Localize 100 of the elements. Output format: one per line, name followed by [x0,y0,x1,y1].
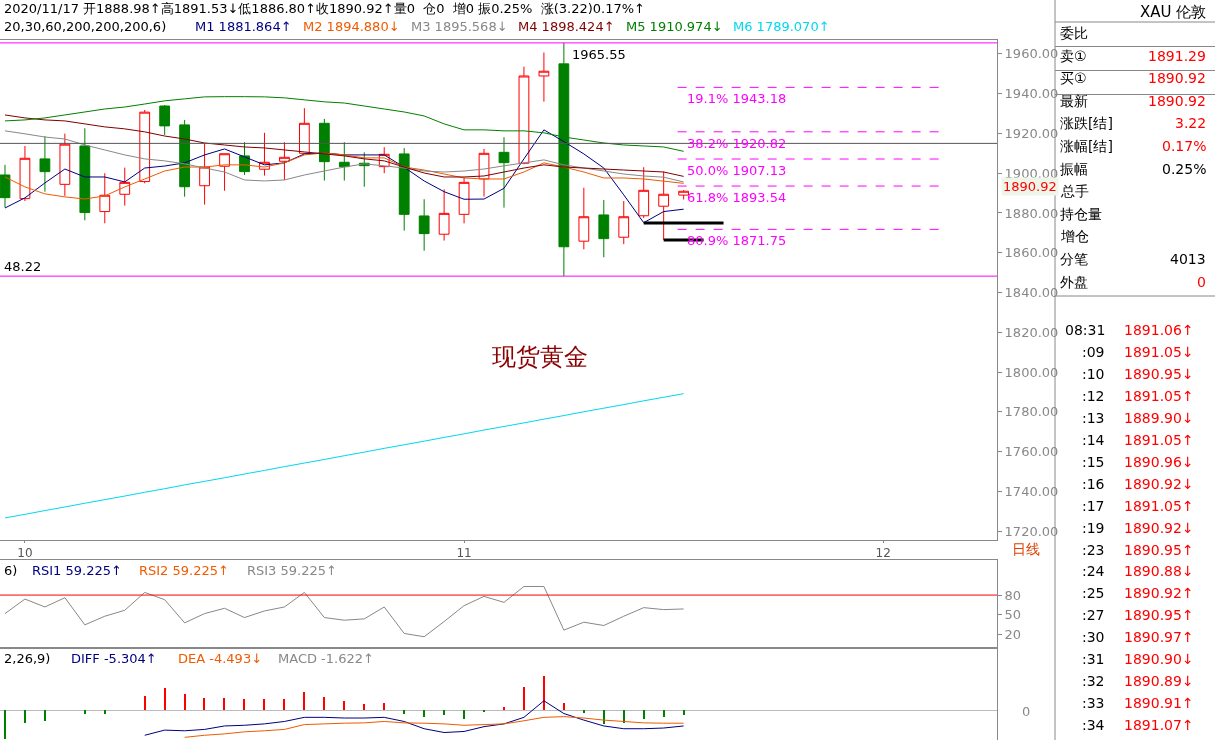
text: 日线 [1012,541,1040,557]
category-label: 振幅 [1060,161,1088,177]
category-label: 委比 [1060,25,1088,41]
chart-title: 2020/11/17 开1888.98↑高1891.53↓低1886.80↑收1890.92↑量0 仓0 增0 振0.25% 涨(3.22)0.17%↑ [4,1,645,16]
series-label: RSI3 59.225↑ [247,563,337,578]
text: 1889.90↓ [1124,410,1194,426]
category-label: :32 [1082,673,1105,689]
category-label: :31 [1082,651,1105,667]
legend-label: RSI1 59.225↑ [32,563,122,578]
category-label: :14 [1082,432,1105,448]
text: 0 [1197,274,1206,290]
text: M4 1898.424↑ [518,19,615,34]
text: 1890.92 [1003,179,1057,194]
y-tick-label: 20 [1004,627,1022,643]
category-label: :16 [1082,476,1105,492]
x-tick-label: 10 [17,546,33,561]
text: 1890.96↓ [1124,454,1194,470]
category-label: :30 [1082,629,1105,645]
y-tick-label: 1740.00 [1004,483,1059,499]
category-label: :27 [1082,607,1105,623]
text: XAU 伦敦 [1140,3,1207,21]
text: M1 1881.864↑ [195,19,292,34]
text: 1890.89↓ [1124,673,1194,689]
category-label: 涨幅[结] [1060,138,1113,154]
ref-line-label: 80.9% 1871.75 [687,233,787,248]
text: M6 1789.070↑ [733,19,830,34]
category-label: :10 [1082,366,1105,382]
text: 1890.92↑ [1124,585,1194,601]
text: 1890.90↓ [1124,651,1194,667]
text: 0.17% [1162,138,1207,154]
text: 1891.06↑ [1124,322,1194,338]
annotation: 6) [4,563,18,578]
annotation: 1965.55 [572,47,626,62]
ref-line-label: 61.8% 1893.54 [687,190,787,205]
text: 1890.92 [1148,70,1206,86]
category-label: :19 [1082,520,1105,536]
category-label: 持仓量 [1060,206,1102,222]
text: 2,26,9) [4,651,51,666]
text: 1890.88↓ [1124,563,1194,579]
text: M3 1895.568↓ [411,19,508,34]
text: 4013 [1170,251,1206,267]
category-label: :09 [1082,344,1105,360]
text: 3.22 [1175,115,1207,131]
text: M2 1894.880↓ [303,19,400,34]
legend-label: RSI2 59.225↑ [139,563,229,578]
text: 0 [1022,704,1031,719]
category-label: :12 [1082,388,1105,404]
category-label: :13 [1082,410,1105,426]
text: DEA -4.493↓ [178,651,263,666]
y-tick-label: 1860.00 [1004,245,1059,261]
y-tick-label: 1940.00 [1004,86,1059,102]
y-tick-label: 1960.00 [1004,46,1059,62]
y-tick-label: 1760.00 [1004,444,1059,460]
text: 1891.05↑ [1124,432,1194,448]
text: 1890.95↓ [1124,366,1194,382]
text: M5 1910.974↓ [626,19,723,34]
text: MACD -1.622↑ [278,651,374,666]
text: 1890.97↑ [1124,629,1194,645]
ref-line-label: 19.1% 1943.18 [687,91,787,106]
category-label: 总手 [1060,183,1089,199]
text: DIFF -5.304↑ [71,651,157,666]
y-tick-label: 1800.00 [1004,364,1059,380]
text: 1890.92 [1148,93,1206,109]
category-label: 涨跌[结] [1060,115,1113,131]
text: 1891.07↑ [1124,717,1194,733]
text: 1890.95↑ [1124,542,1194,558]
category-label: 08:31 [1065,322,1106,338]
y-tick-label: 1900.00 [1004,165,1059,181]
category-label: 买① [1060,70,1087,86]
text: 1890.91↑ [1124,695,1194,711]
category-label: :34 [1082,717,1105,733]
category-label: :24 [1082,563,1105,579]
text: 1890.92↓ [1124,476,1194,492]
category-label: 外盘 [1060,274,1088,290]
annotation: 48.22 [4,259,42,274]
y-tick-label: 1920.00 [1004,125,1059,141]
category-label: :17 [1082,498,1105,514]
text: 1891.29 [1148,48,1206,64]
text: 1891.05↑ [1124,498,1194,514]
category-label: 增仓 [1060,228,1089,244]
category-label: :23 [1082,542,1105,558]
text: 1891.05↑ [1124,388,1194,404]
category-label: 卖① [1060,48,1087,64]
text: 0.25% [1162,161,1207,177]
category-label: 分笔 [1060,251,1088,267]
text: 1891.05↓ [1124,344,1194,360]
y-tick-label: 1720.00 [1004,523,1059,539]
y-tick-label: 80 [1004,587,1022,603]
text: 1890.95↑ [1124,607,1194,623]
x-tick-label: 11 [456,546,472,561]
category-label: :15 [1082,454,1105,470]
category-label: 最新 [1060,93,1088,109]
text: 1890.92↓ [1124,520,1194,536]
category-label: :25 [1082,585,1105,601]
y-tick-label: 1880.00 [1004,205,1059,221]
text: 20,30,60,200,200,200,6) [4,19,167,34]
annotation: 现货黄金 [492,343,588,371]
y-tick-label: 1820.00 [1004,324,1059,340]
category-label: :33 [1082,695,1105,711]
y-tick-label: 50 [1004,607,1022,623]
